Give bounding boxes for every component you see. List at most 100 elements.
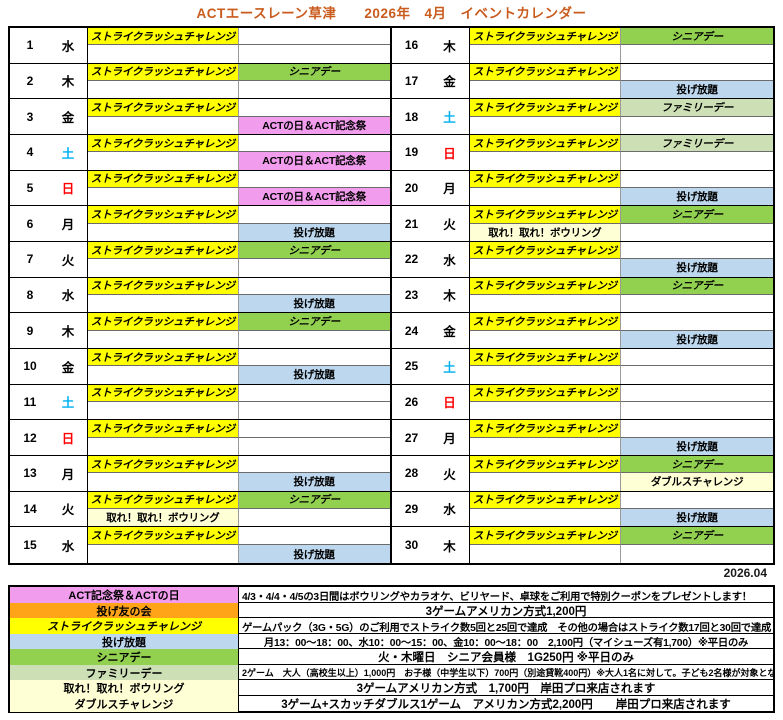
event-slot (470, 473, 622, 491)
legend-label: ストライクラッシュチャレンジ (10, 618, 239, 634)
event-slot (239, 438, 390, 455)
day-label: 23 木 (392, 277, 470, 313)
event-slot: 投げ放題 (621, 437, 773, 455)
event-bar-nage: 投げ放題 (621, 330, 773, 348)
event-slot (239, 331, 390, 348)
event-bar-strike: ストライクラッシュチャレンジ (469, 135, 621, 152)
day-label: 10 金 (10, 349, 88, 384)
event-bar-nage: 投げ放題 (621, 80, 773, 99)
legend-row: ファミリーデー 2ゲーム 大人（高校生以上）1,000円 お子様（中学生以下）70… (10, 664, 773, 681)
event-bar-strike: ストライクラッシュチャレンジ (469, 313, 621, 330)
event-slot: 取れ！取れ！ボウリング (88, 508, 239, 527)
event-slot (88, 259, 239, 277)
day-number: 7 (26, 252, 34, 267)
event-slot: ストライクラッシュチャレンジ (88, 63, 239, 81)
event-bar-strike: ストライクラッシュチャレンジ (88, 313, 238, 330)
event-slot: ストライクラッシュチャレンジ (88, 313, 239, 331)
event-slot (470, 80, 622, 99)
legend-description: 3ゲームアメリカン方式1,200円 (425, 605, 587, 618)
day-events: ストライクラッシュチャレンジ ACTの日＆ACT記念祭 (88, 99, 390, 134)
day-weekday: 月 (61, 467, 75, 482)
day-events: ストライクラッシュチャレンジ シニアデー 取れ！取れ！ボウリング (469, 206, 773, 241)
day-label: 28 火 (392, 456, 470, 491)
event-bar-senior: シニアデー (621, 28, 773, 45)
day-number: 21 (404, 216, 419, 231)
event-slot: ストライクラッシュチャレンジ (88, 420, 239, 438)
day-label: 30 木 (392, 527, 470, 563)
event-slot (238, 28, 390, 46)
day-row: 13 月ストライクラッシュチャレンジ 投げ放題 (10, 456, 390, 492)
day-row: 10 金ストライクラッシュチャレンジ 投げ放題 (10, 349, 390, 385)
event-slot (88, 80, 239, 99)
day-weekday: 水 (61, 39, 75, 54)
day-number: 6 (26, 216, 34, 231)
day-row: 12 日ストライクラッシュチャレンジ (10, 420, 390, 456)
legend-label: 投げ放題 (10, 633, 239, 650)
event-slot: ストライクラッシュチャレンジ (88, 28, 239, 46)
day-label: 24 金 (392, 313, 470, 348)
day-weekday: 日 (443, 396, 456, 411)
event-slot (238, 135, 390, 153)
legend-row: 投げ友の会 3ゲームアメリカン方式1,200円 (10, 602, 773, 619)
day-events: ストライクラッシュチャレンジ シニアデー (469, 28, 773, 63)
event-slot: ストライクラッシュチャレンジ (88, 135, 239, 153)
event-bar-family: ファミリーデー (621, 135, 773, 152)
calendar-left-half: 1 水ストライクラッシュチャレンジ 2 木ストライクラッシュチャレンジ シニアデー 3 金ス… (10, 28, 392, 563)
day-number: 16 (404, 38, 419, 53)
event-slot: 投げ放題 (238, 223, 390, 241)
legend-table: ACT記念祭＆ACTの日 4/3・4/4・4/5の3日間はボウリングやカラオケ、ビ… (8, 585, 775, 713)
event-slot (621, 152, 773, 169)
event-slot: ストライクラッシュチャレンジ (469, 527, 622, 546)
legend-description: 3ゲーム+スカッチダブルス1ゲーム アメリカン方式2,200円 岸田プロ来店され… (281, 698, 731, 711)
day-label: 12 日 (10, 420, 88, 455)
day-number: 28 (404, 466, 419, 481)
day-events: ストライクラッシュチャレンジ 投げ放題 (469, 313, 773, 348)
event-slot (621, 313, 773, 331)
event-slot: 投げ放題 (238, 294, 390, 313)
event-bar-strike: ストライクラッシュチャレンジ (469, 206, 621, 223)
event-bar-strike: ストライクラッシュチャレンジ (88, 491, 238, 508)
event-slot: ストライクラッシュチャレンジ (469, 242, 622, 260)
day-row: 2 木ストライクラッシュチャレンジ シニアデー (10, 63, 390, 100)
day-row: 8 水ストライクラッシュチャレンジ 投げ放題 (10, 277, 390, 314)
event-slot: ストライクラッシュチャレンジ (88, 491, 239, 509)
day-number: 5 (26, 180, 34, 195)
legend-description: 火・木曜日 シニア会員様 1G250円 ※平日のみ (378, 652, 634, 664)
day-row: 24 金ストライクラッシュチャレンジ 投げ放題 (391, 313, 773, 349)
day-events: ストライクラッシュチャレンジ シニアデー ダブルスチャレンジ (469, 456, 773, 491)
event-slot (621, 545, 773, 563)
event-bar-strike: ストライクラッシュチャレンジ (469, 420, 621, 437)
day-row: 21 火ストライクラッシュチャレンジ シニアデー 取れ！取れ！ボウリング (391, 206, 773, 242)
day-events: ストライクラッシュチャレンジ 投げ放題 (469, 63, 773, 99)
day-number: 18 (404, 109, 419, 124)
day-events: ストライクラッシュチャレンジ (469, 384, 773, 420)
event-slot: ACTの日＆ACT記念祭 (238, 152, 390, 170)
event-slot: ストライクラッシュチャレンジ (469, 313, 622, 331)
day-row: 14 火ストライクラッシュチャレンジ シニアデー 取れ！取れ！ボウリング (10, 491, 390, 528)
event-slot (621, 366, 773, 383)
event-slot: ストライクラッシュチャレンジ (88, 349, 239, 367)
day-row: 16 木ストライクラッシュチャレンジ シニアデー (391, 28, 773, 64)
event-slot: ストライクラッシュチャレンジ (469, 170, 622, 188)
event-slot: ストライクラッシュチャレンジ (469, 99, 622, 117)
event-slot (470, 116, 622, 134)
day-weekday: 日 (61, 432, 75, 447)
event-slot (88, 116, 239, 134)
legend-row: シニアデー 火・木曜日 シニア会員様 1G250円 ※平日のみ (10, 649, 773, 665)
event-slot (88, 366, 239, 384)
event-slot (621, 349, 773, 367)
legend-row: ダブルスチャレンジ 3ゲーム+スカッチダブルス1ゲーム アメリカン方式2,200円… (10, 695, 773, 712)
day-row: 6 月ストライクラッシュチャレンジ 投げ放題 (10, 206, 390, 242)
event-slot (88, 294, 239, 313)
day-label: 25 土 (392, 349, 470, 384)
event-slot: ストライクラッシュチャレンジ (469, 135, 622, 153)
day-label: 17 金 (392, 63, 470, 99)
event-bar-strike: ストライクラッシュチャレンジ (469, 384, 621, 401)
day-row: 9 木ストライクラッシュチャレンジ シニアデー (10, 313, 390, 349)
day-events: ストライクラッシュチャレンジ 投げ放題 (88, 349, 390, 384)
day-weekday: 月 (61, 218, 75, 233)
day-number: 10 (23, 359, 37, 374)
event-slot (238, 206, 390, 224)
